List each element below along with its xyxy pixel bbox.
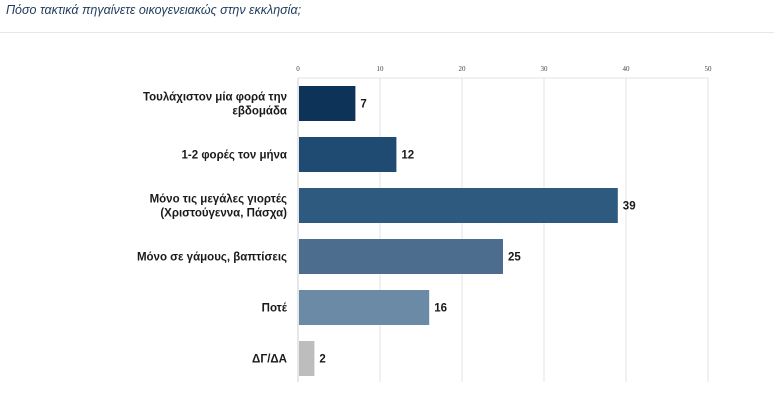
header-divider [0, 32, 774, 33]
data-label: 12 [401, 150, 414, 162]
category-label: ΔΓ/ΔΑ [252, 354, 287, 366]
bar [299, 188, 618, 223]
bar [299, 341, 315, 376]
bar [299, 137, 397, 172]
data-label: 2 [319, 354, 325, 366]
tick-label: 0 [296, 65, 300, 73]
question-title: Πόσο τακτικά πηγαίνετε οικογενειακώς στη… [6, 3, 302, 17]
data-label: 25 [508, 252, 521, 264]
category-label: Μόνο τις μεγάλες γιορτές (Χριστούγεννα, Π… [150, 194, 288, 220]
category-label: 1-2 φορές τον μήνα [182, 150, 288, 162]
tick-label: 10 [377, 65, 385, 73]
category-label: Τουλάχιστον μία φορά την εβδομάδα [143, 92, 287, 118]
data-label: 7 [360, 99, 366, 111]
tick-label: 50 [705, 65, 713, 73]
data-label: 16 [434, 303, 447, 315]
bar [299, 290, 430, 325]
bar [299, 86, 356, 121]
bar [299, 239, 503, 274]
tick-label: 40 [623, 65, 631, 73]
category-label: Μόνο σε γάμους, βαπτίσεις [137, 252, 287, 264]
tick-label: 30 [541, 65, 549, 73]
category-label: Ποτέ [262, 303, 288, 315]
data-label: 39 [623, 201, 636, 213]
tick-label: 20 [459, 65, 467, 73]
